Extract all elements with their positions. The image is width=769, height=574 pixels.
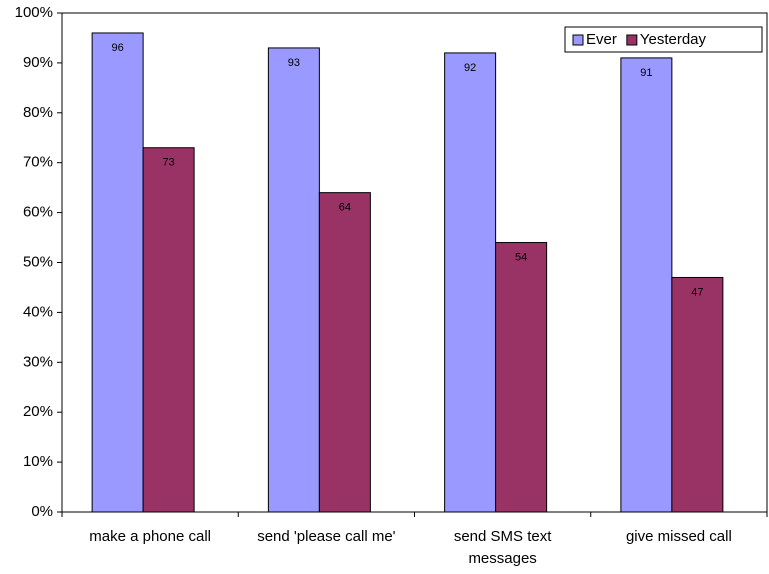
data-label: 73 — [163, 157, 175, 169]
y-tick-label: 30% — [23, 353, 53, 370]
x-tick-label: send 'please call me' — [257, 528, 395, 545]
x-tick-label: give missed call — [626, 528, 732, 545]
data-label: 64 — [339, 202, 351, 214]
y-tick-label: 90% — [23, 54, 53, 71]
y-tick-label: 50% — [23, 253, 53, 270]
x-tick-label-line: messages — [468, 550, 536, 567]
y-tick-label: 60% — [23, 204, 53, 221]
x-tick-label: make a phone call — [89, 528, 211, 545]
legend-label: Yesterday — [640, 31, 707, 48]
data-label: 54 — [515, 251, 527, 263]
bar — [495, 242, 548, 513]
bar — [318, 192, 371, 513]
bar — [444, 52, 497, 513]
data-label: 96 — [112, 42, 124, 54]
data-label: 47 — [691, 286, 703, 298]
y-tick-label: 20% — [23, 403, 53, 420]
legend-swatch — [626, 34, 638, 46]
y-tick-label: 70% — [23, 154, 53, 171]
data-label: 93 — [288, 57, 300, 69]
legend-swatch — [572, 34, 584, 46]
legend-label: Ever — [586, 31, 617, 48]
x-tick-label-line: give missed call — [626, 528, 732, 545]
y-tick-label: 100% — [15, 4, 53, 21]
bar — [91, 32, 144, 513]
data-label: 92 — [464, 62, 476, 74]
bar — [620, 57, 673, 513]
x-tick-label-line: send SMS text — [454, 528, 552, 545]
x-tick-label-line: make a phone call — [89, 528, 211, 545]
data-label: 91 — [640, 67, 652, 79]
y-tick-label: 10% — [23, 453, 53, 470]
y-tick-label: 80% — [23, 104, 53, 121]
x-tick-label: send SMS text messages — [454, 528, 552, 567]
bar — [142, 147, 195, 513]
y-tick-label: 40% — [23, 303, 53, 320]
bar — [671, 276, 724, 513]
x-tick-label-line: send 'please call me' — [257, 528, 395, 545]
y-tick-label: 0% — [31, 503, 53, 520]
legend-box — [564, 26, 763, 53]
bar — [267, 47, 320, 513]
